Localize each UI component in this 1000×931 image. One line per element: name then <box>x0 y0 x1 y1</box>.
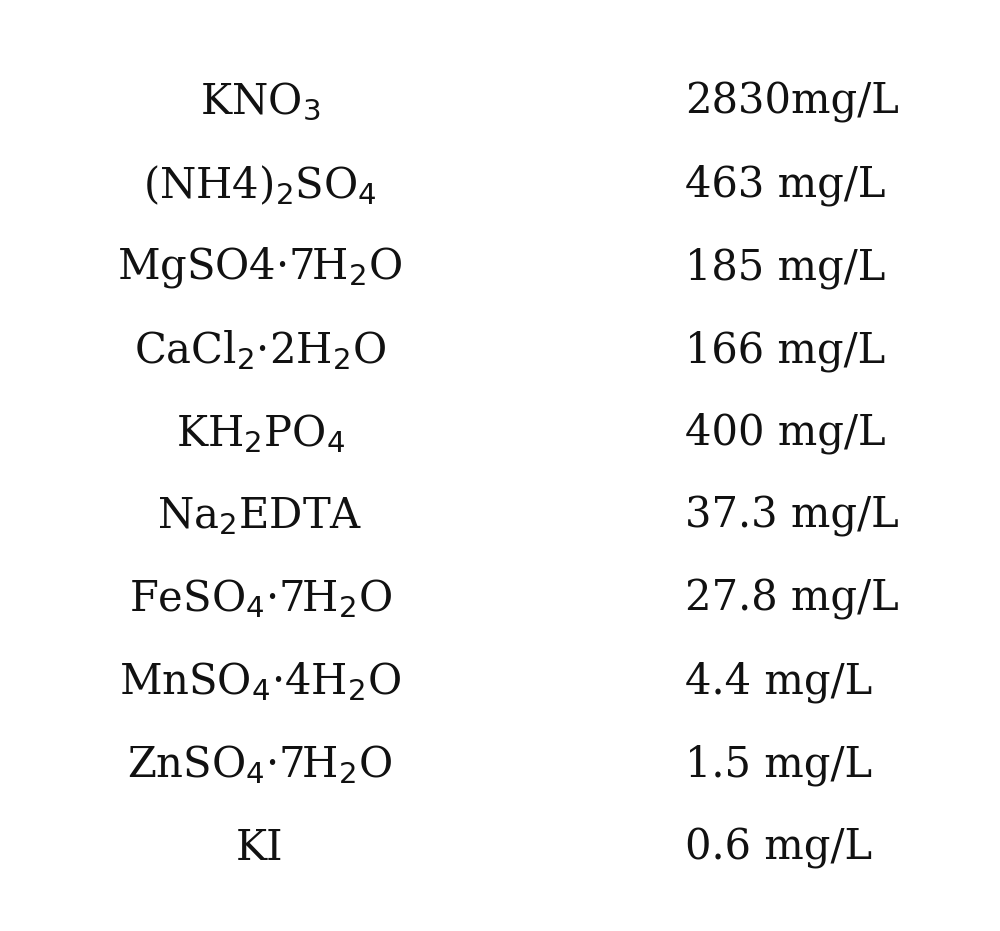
Text: Na$_2$EDTA: Na$_2$EDTA <box>157 495 363 537</box>
Text: 400 mg/L: 400 mg/L <box>685 412 886 454</box>
Text: 4.4 mg/L: 4.4 mg/L <box>685 661 872 703</box>
Text: 27.8 mg/L: 27.8 mg/L <box>685 578 899 620</box>
Text: FeSO$_4$·7H$_2$O: FeSO$_4$·7H$_2$O <box>129 577 391 621</box>
Text: CaCl$_2$·2H$_2$O: CaCl$_2$·2H$_2$O <box>134 329 386 372</box>
Text: 2830mg/L: 2830mg/L <box>685 81 899 123</box>
Text: 185 mg/L: 185 mg/L <box>685 247 885 289</box>
Text: 0.6 mg/L: 0.6 mg/L <box>685 827 872 869</box>
Text: 37.3 mg/L: 37.3 mg/L <box>685 495 899 537</box>
Text: 463 mg/L: 463 mg/L <box>685 164 886 206</box>
Text: KH$_2$PO$_4$: KH$_2$PO$_4$ <box>176 412 344 455</box>
Text: MgSO4·7H$_2$O: MgSO4·7H$_2$O <box>117 245 403 290</box>
Text: 166 mg/L: 166 mg/L <box>685 330 885 371</box>
Text: KNO$_3$: KNO$_3$ <box>200 81 320 123</box>
Text: 1.5 mg/L: 1.5 mg/L <box>685 744 872 786</box>
Text: ZnSO$_4$·7H$_2$O: ZnSO$_4$·7H$_2$O <box>127 743 393 787</box>
Text: MnSO$_4$·4H$_2$O: MnSO$_4$·4H$_2$O <box>119 660 401 704</box>
Text: KI: KI <box>236 827 284 869</box>
Text: (NH4)$_2$SO$_4$: (NH4)$_2$SO$_4$ <box>143 163 377 207</box>
